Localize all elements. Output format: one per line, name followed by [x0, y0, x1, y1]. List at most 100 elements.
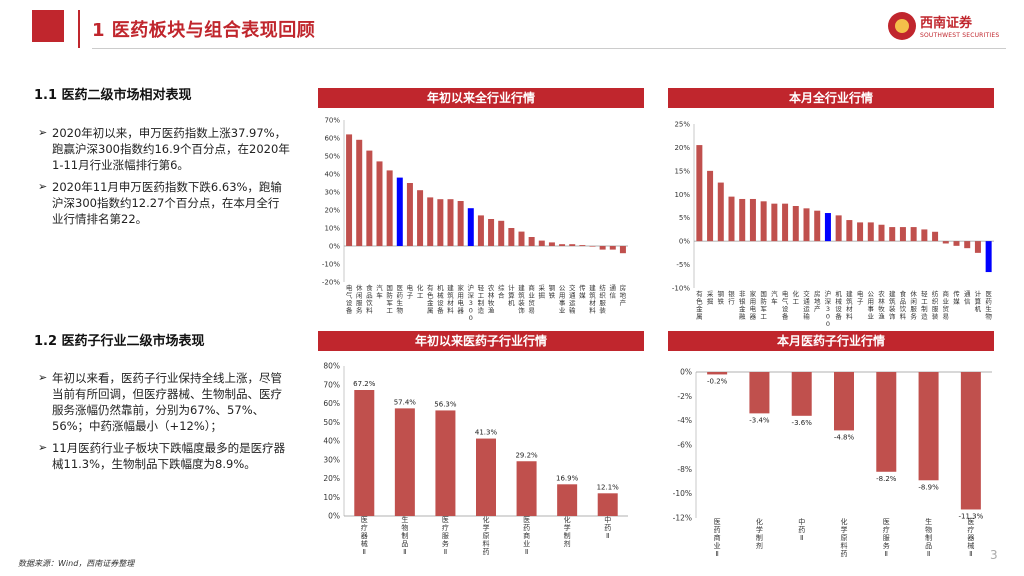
category-label: 中药 Ⅱ	[604, 515, 611, 540]
data-label: -3.4%	[749, 416, 770, 424]
y-tick-label: 30%	[324, 189, 340, 197]
logo-text-cn: 西南证券	[920, 16, 973, 31]
bar	[985, 241, 992, 273]
y-tick-label: 40%	[324, 171, 340, 179]
category-label: 轻工制造	[921, 289, 928, 321]
bar	[356, 139, 363, 246]
category-label: 商业贸易	[943, 289, 950, 321]
category-label: 机械设备	[437, 283, 444, 315]
bar	[910, 227, 917, 242]
y-tick-label: 0%	[329, 243, 340, 251]
bar	[557, 484, 578, 516]
bar	[538, 240, 545, 246]
bar	[760, 201, 767, 242]
bar	[589, 246, 596, 247]
category-label: 钢铁	[549, 284, 556, 300]
category-label: 沪深 3 0 0	[825, 289, 832, 326]
bar	[696, 145, 703, 242]
category-label: 计算机	[508, 283, 515, 307]
data-label: -11.3%	[958, 512, 983, 520]
y-tick-label: 70%	[323, 380, 340, 389]
bar	[579, 245, 586, 246]
data-label: 12.1%	[597, 483, 620, 491]
bar	[437, 199, 444, 246]
category-label: 农林牧渔	[878, 289, 885, 321]
panel-header-ytd-subsector: 年初以来医药子行业行情	[318, 331, 644, 351]
category-label: 国防军工	[386, 284, 393, 315]
category-label: 建筑材料	[589, 283, 596, 315]
y-tick-label: -5%	[676, 261, 690, 269]
bar	[918, 372, 939, 481]
bar	[964, 241, 971, 249]
bar	[749, 372, 770, 414]
category-label: 医疗服务 Ⅱ	[442, 516, 449, 556]
category-label: 休闲服务	[356, 283, 363, 315]
category-label: 家用电器	[457, 283, 464, 315]
category-label: 房地产	[814, 289, 821, 313]
category-label: 生物制品 Ⅱ	[401, 515, 408, 556]
panel-header-month-subsector: 本月医药子行业行情	[668, 331, 994, 351]
bar	[791, 372, 812, 416]
category-label: 电子	[407, 283, 414, 300]
bullet-item: ➢ 年初以来看，医药子行业保持全线上涨，尽管当前有所回调，但医疗器械、生物制品、医…	[38, 371, 282, 433]
y-tick-label: -12%	[673, 514, 692, 523]
bullet-arrow-icon: ➢	[38, 126, 48, 139]
category-label: 生物制品 Ⅱ	[925, 517, 932, 558]
category-label: 汽车	[376, 283, 383, 300]
category-label: 家用电器	[750, 289, 757, 321]
category-label: 传媒	[953, 289, 960, 306]
bar	[548, 242, 555, 246]
section-1-title: 1.1 医药二级市场相对表现	[34, 88, 192, 103]
category-label: 医药生物	[397, 284, 404, 315]
y-tick-label: 60%	[324, 135, 340, 143]
category-label: 非银金融	[739, 289, 746, 321]
category-label: 化工	[417, 283, 424, 300]
bar	[834, 372, 854, 431]
data-label: -8.2%	[876, 475, 897, 483]
category-label: 建筑装饰	[889, 289, 896, 321]
bar	[597, 493, 618, 516]
y-tick-label: -10%	[673, 489, 692, 498]
category-label: 通信	[964, 289, 971, 306]
bar	[960, 372, 981, 510]
bar	[846, 220, 853, 242]
y-tick-label: -6%	[677, 441, 692, 450]
category-label: 计算机	[975, 289, 982, 313]
bar	[619, 246, 626, 254]
bar	[477, 215, 484, 246]
bullet-arrow-icon: ➢	[38, 180, 48, 193]
category-label: 农林牧渔	[488, 283, 495, 315]
logo-text-en: SOUTHWEST SECURITIES	[920, 32, 1000, 39]
data-label: -3.6%	[792, 419, 813, 427]
category-label: 建筑装饰	[518, 283, 525, 315]
bar	[889, 227, 896, 242]
bar	[406, 183, 413, 246]
panel-header-month-industry: 本月全行业行情	[668, 88, 994, 108]
y-tick-label: -10%	[672, 285, 690, 293]
category-label: 医药商业 Ⅱ	[523, 516, 530, 556]
bar	[396, 177, 403, 246]
bar	[435, 410, 456, 516]
bar	[835, 215, 842, 242]
category-label: 汽车	[771, 289, 778, 306]
y-tick-label: -8%	[677, 465, 692, 474]
bar	[518, 231, 525, 246]
bullet-item: ➢ 2020年初以来，申万医药指数上涨37.97%，跑赢沪深300指数约16.9个…	[38, 126, 290, 172]
category-label: 商业贸易	[528, 283, 535, 315]
bar	[771, 203, 778, 242]
bar	[707, 170, 714, 242]
category-label: 医疗服务 Ⅱ	[883, 518, 890, 558]
page-number: 3	[990, 548, 998, 562]
y-tick-label: 0%	[680, 368, 692, 377]
data-label: 16.9%	[556, 474, 579, 482]
header-underline	[92, 48, 1006, 49]
y-tick-label: -2%	[677, 392, 692, 401]
category-label: 电气设备	[782, 289, 789, 321]
bar	[932, 231, 939, 242]
bar	[953, 241, 960, 246]
header-divider	[78, 10, 80, 48]
y-tick-label: 10%	[324, 225, 340, 233]
y-tick-label: 20%	[324, 207, 340, 215]
category-label: 化学原料药	[841, 517, 848, 558]
y-tick-label: 10%	[674, 191, 690, 199]
